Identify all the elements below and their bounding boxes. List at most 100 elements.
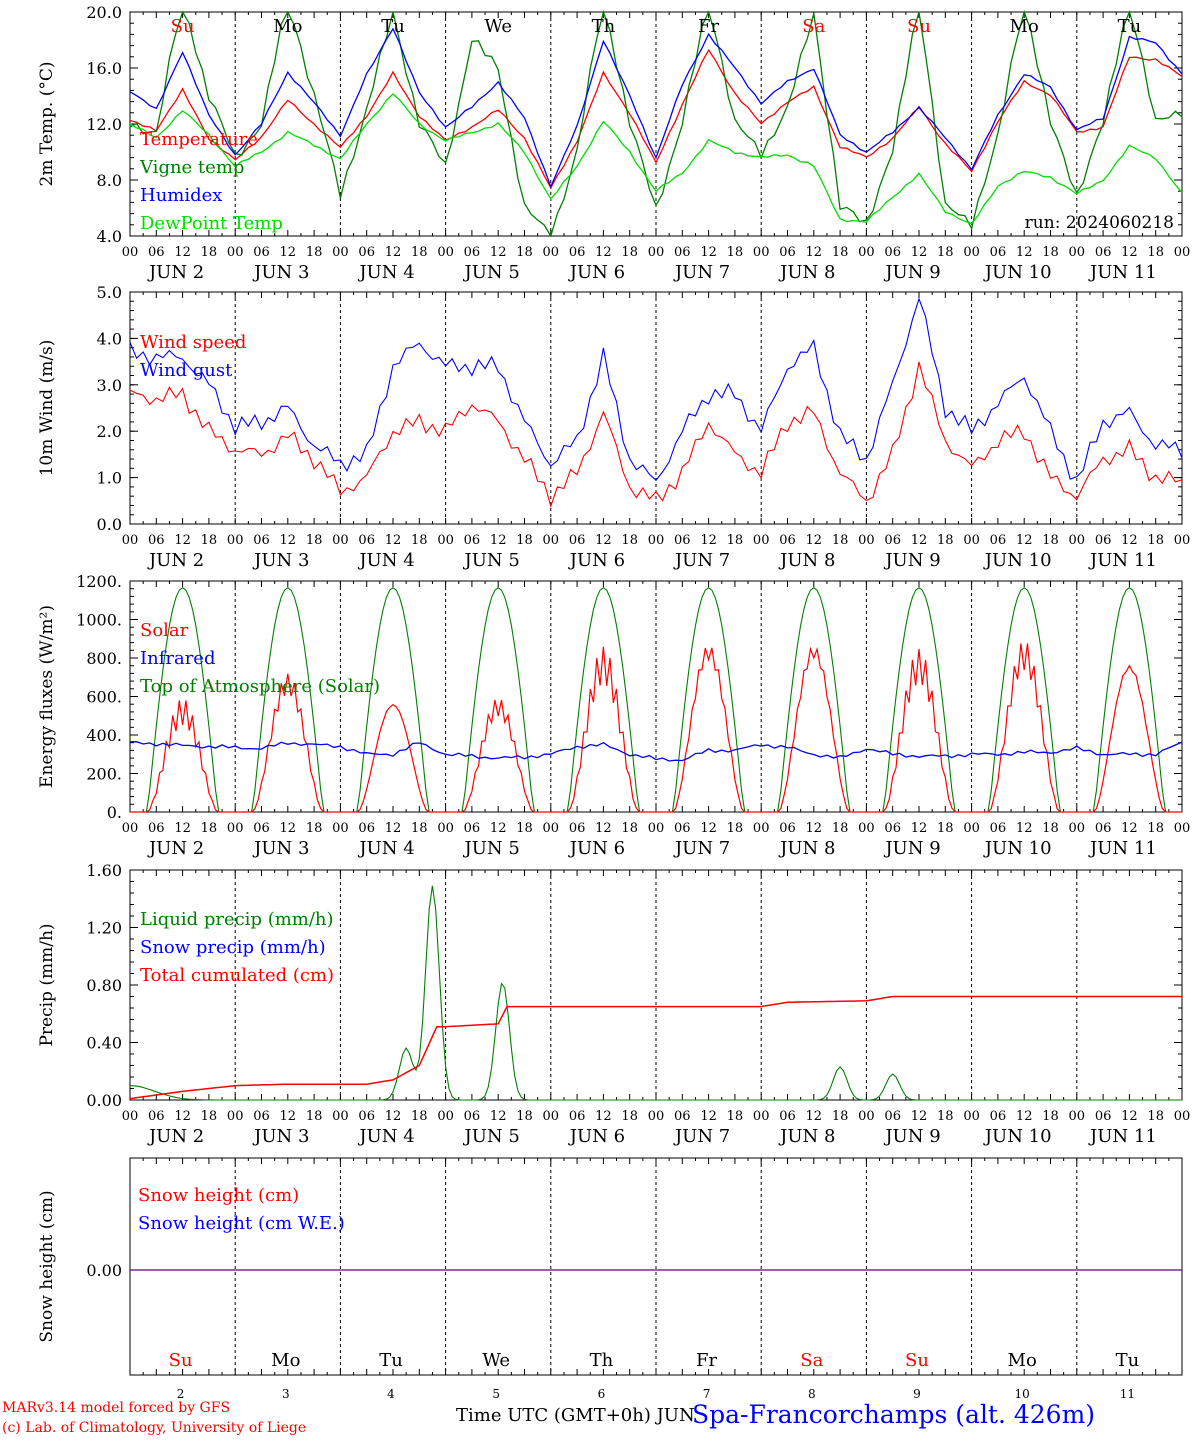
hour-tick-label: 06 [884,533,901,548]
hour-tick-label: 06 [990,245,1007,260]
hour-tick-label: 06 [779,1109,796,1124]
hour-tick-label: 06 [990,533,1007,548]
hour-tick-label: 06 [148,1109,165,1124]
hour-tick-label: 06 [148,821,165,836]
date-label: JUN 4 [357,550,414,571]
day-number-label: 11 [1120,1387,1135,1401]
hour-tick-label: 00 [648,245,665,260]
series-line-green [129,9,1183,238]
date-label: JUN 5 [463,1126,520,1147]
hour-tick-label: 18 [1147,821,1164,836]
date-label: JUN 11 [1088,550,1157,571]
date-label: JUN 9 [883,1126,940,1147]
hour-tick-label: 12 [385,245,402,260]
hour-tick-label: 00 [543,533,560,548]
date-label: JUN 7 [673,1126,730,1147]
y-tick-label: 800. [86,649,122,668]
weekday-label: Mo [271,1350,300,1371]
hour-tick-label: 06 [358,821,375,836]
run-annotation: run: 2024060218 [1025,213,1174,233]
hour-tick-label: 00 [963,1109,980,1124]
hour-tick-label: 06 [1095,1109,1112,1124]
legend-green: Top of Atmosphere (Solar) [140,676,380,697]
hour-tick-label: 18 [621,533,638,548]
hour-tick-label: 00 [122,533,139,548]
weekday-label: Sa [800,1350,823,1371]
hour-tick-label: 18 [411,1109,428,1124]
y-tick-label: 0.00 [86,1091,122,1110]
hour-tick-label: 06 [1095,245,1112,260]
date-label: JUN 3 [252,838,309,859]
hour-tick-label: 12 [700,1109,717,1124]
hour-tick-label: 18 [1147,245,1164,260]
legend-red: Wind speed [140,332,246,353]
hour-tick-label: 18 [1042,1109,1059,1124]
date-label: JUN 6 [568,550,625,571]
hour-tick-label: 06 [674,821,691,836]
y-tick-label: 600. [86,688,122,707]
weekday-label: Su [905,1350,929,1371]
legend-green: Vigne temp [139,157,244,178]
hour-tick-label: 18 [1042,245,1059,260]
hour-tick-label: 18 [832,245,849,260]
hour-tick-label: 18 [727,245,744,260]
station-label: Spa-Francorchamps (alt. 426m) [692,1400,1096,1429]
hour-tick-label: 06 [253,245,270,260]
hour-tick-label: 12 [595,245,612,260]
plot-frame [129,11,1183,237]
series-line-red [130,643,1182,813]
legend-lightgreen: DewPoint Temp [140,213,283,234]
hour-tick-label: 00 [437,245,454,260]
hour-tick-label: 18 [306,245,323,260]
hour-tick-label: 00 [227,821,244,836]
hour-tick-label: 00 [227,533,244,548]
legend-blue: Wind gust [140,360,233,381]
weekday-label: Mo [1010,16,1039,37]
hour-tick-label: 00 [753,821,770,836]
hour-tick-label: 06 [674,1109,691,1124]
hour-tick-label: 12 [280,1109,297,1124]
day-number-label: 10 [1015,1387,1030,1401]
hour-tick-label: 06 [779,821,796,836]
date-label: JUN 10 [983,550,1052,571]
hour-tick-label: 00 [543,245,560,260]
weekday-label: Mo [1008,1350,1037,1371]
y-tick-label: 12.0 [86,115,122,134]
hour-tick-label: 18 [727,533,744,548]
weekday-label: Su [169,1350,193,1371]
date-label: JUN 2 [147,262,204,283]
y-tick-label: 1200. [76,572,122,591]
hour-tick-label: 12 [1121,821,1138,836]
hour-tick-label: 00 [648,533,665,548]
hour-tick-label: 06 [253,533,270,548]
hour-tick-label: 06 [464,533,481,548]
y-tick-label: 0.0 [97,515,122,534]
date-label: JUN 7 [673,550,730,571]
model-credit: MARv3.14 model forced by GFS (c) Lab. of… [2,1398,306,1438]
date-label: JUN 5 [463,550,520,571]
hour-tick-label: 12 [1016,821,1033,836]
date-label: JUN 3 [252,1126,309,1147]
day-number-label: 5 [492,1387,500,1401]
hour-tick-label: 00 [332,533,349,548]
hour-tick-label: 18 [832,821,849,836]
hour-tick-label: 18 [306,1109,323,1124]
hour-tick-label: 18 [1042,821,1059,836]
hour-tick-label: 12 [174,533,191,548]
y-tick-label: 1000. [76,611,122,630]
hour-tick-label: 18 [201,1109,218,1124]
hour-tick-label: 12 [595,1109,612,1124]
hour-tick-label: 00 [648,1109,665,1124]
y-tick-label: 0.00 [86,1261,122,1280]
hour-tick-label: 06 [674,533,691,548]
hour-tick-label: 06 [674,245,691,260]
day-number-label: 8 [808,1387,816,1401]
hour-tick-label: 00 [858,821,875,836]
hour-tick-label: 00 [122,821,139,836]
hour-tick-label: 18 [621,821,638,836]
hour-tick-label: 00 [753,245,770,260]
weekday-label: We [482,1350,510,1371]
hour-tick-label: 18 [937,533,954,548]
